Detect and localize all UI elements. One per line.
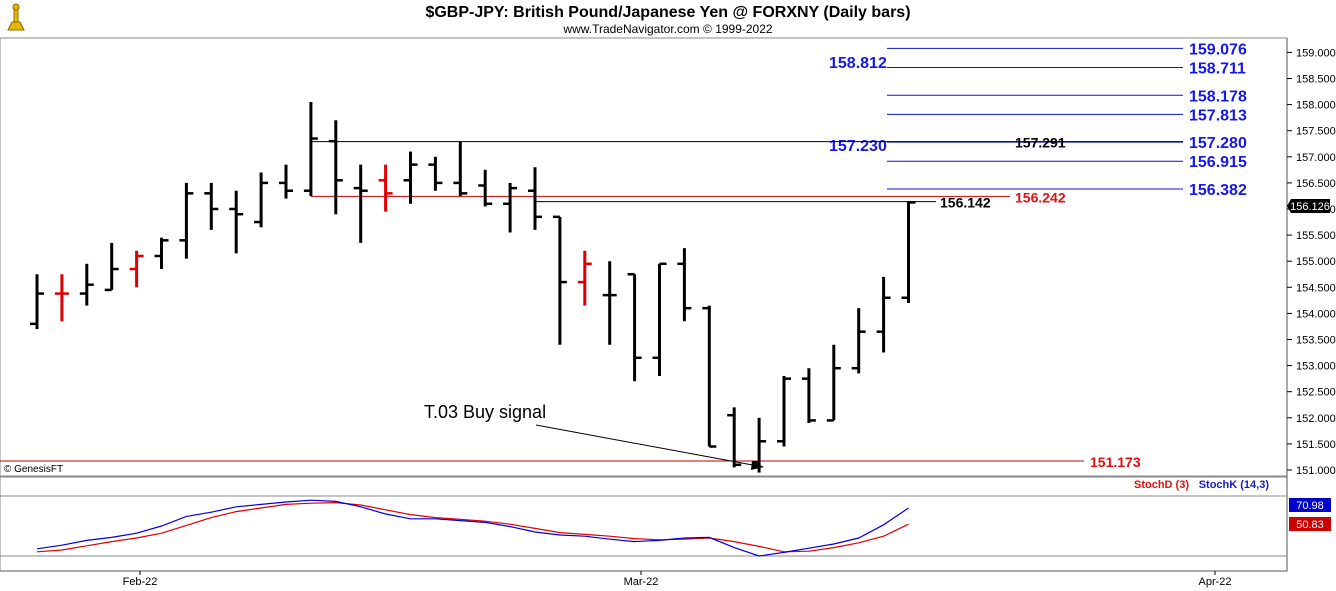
level-label: 159.076: [1189, 41, 1247, 58]
price-tick-label: 155.000: [1296, 256, 1336, 268]
price-tick-label: 158.500: [1296, 74, 1336, 86]
ohlc-bar: [528, 167, 542, 230]
buy-signal-arrow-line: [535, 424, 759, 467]
level-label: 156.382: [1189, 182, 1247, 199]
ohlc-bar: [652, 262, 667, 377]
price-tick-label: 154.000: [1296, 308, 1336, 320]
price-tick-label: 151.000: [1296, 465, 1336, 477]
ohlc-bar: [826, 344, 841, 422]
price-tick-label: 153.500: [1296, 335, 1336, 347]
ohlc-bar: [727, 407, 742, 468]
stoch-k-tag: 70.98: [1289, 498, 1331, 512]
chart-title: $GBP-JPY: British Pound/Japanese Yen @ F…: [425, 4, 910, 21]
time-tick-label: Feb-22: [123, 576, 158, 588]
ohlc-bar: [677, 248, 692, 322]
time-tick-label: Mar-22: [624, 576, 659, 588]
level-label: 157.813: [1189, 107, 1247, 124]
stoch-d-value: 50.83: [1296, 519, 1324, 531]
ohlc-bar: [154, 237, 169, 270]
level-label: 158.711: [1189, 60, 1246, 77]
last-price-label: 156.126: [1290, 201, 1330, 213]
ohlc-bar: [129, 250, 144, 288]
ohlc-bar: [204, 182, 219, 230]
ohlc-bar: [478, 169, 493, 207]
level-label: 156.915: [1189, 154, 1247, 171]
stoch-k-legend: StochK (14,3): [1199, 479, 1270, 491]
buy-signal-arrow-head: [751, 461, 764, 470]
ohlc-bar: [453, 141, 468, 196]
ohlc-bar: [577, 250, 592, 306]
ohlc-bar: [279, 164, 293, 199]
level-label: 158.178: [1189, 88, 1247, 105]
ohlc-bar: [901, 201, 916, 303]
price-tick-label: 158.000: [1296, 100, 1336, 112]
ohlc-bar: [777, 376, 791, 447]
level-label: 157.291: [1015, 135, 1066, 151]
price-axis-ticks: 151.000 151.500 152.000 152.500 153.000 153.5…: [1287, 47, 1336, 477]
ohlc-bar: [627, 273, 642, 382]
ohlc-bar: [254, 172, 269, 228]
level-label: 156.142: [940, 195, 991, 211]
price-tick-label: 151.500: [1296, 439, 1336, 451]
logo-icon: [7, 3, 25, 31]
price-tick-label: 156.500: [1296, 178, 1336, 190]
stoch-d-tag: 50.83: [1289, 517, 1331, 531]
stoch-d-line: [36, 501, 909, 553]
level-label: 156.242: [1015, 189, 1066, 205]
ohlc-bar: [229, 190, 244, 254]
ohlc-bar: [303, 101, 318, 196]
ohlc-bar: [378, 164, 393, 212]
ohlc-bar: [353, 164, 368, 243]
time-axis-labels: Feb-22 Mar-22 Apr-22: [123, 571, 1232, 588]
ohlc-bar: [328, 120, 343, 215]
ohlc-bar: [179, 182, 194, 259]
chart-subtitle: www.TradeNavigator.com © 1999-2022: [562, 22, 772, 36]
price-tick-label: 155.500: [1296, 230, 1336, 242]
ohlc-bar: [403, 151, 418, 204]
ohlc-bar: [552, 215, 567, 345]
level-label: 157.230: [829, 138, 887, 155]
time-tick-label: Apr-22: [1198, 576, 1231, 588]
buy-signal-label: T.03 Buy signal: [424, 402, 546, 422]
price-tick-label: 159.000: [1296, 47, 1336, 59]
watermark: © GenesisFT: [4, 464, 63, 475]
buy-signal-annotation: T.03 Buy signal: [424, 402, 764, 470]
price-panel-frame: [0, 37, 1288, 477]
price-tick-label: 153.000: [1296, 361, 1336, 373]
price-levels: 159.076 158.711 158.812 158.178 157.813 157.2…: [0, 41, 1247, 470]
ohlc-bar: [54, 274, 69, 322]
level-label: 158.812: [829, 55, 887, 72]
stoch-d-legend: StochD (3): [1134, 479, 1189, 491]
ohlc-bar: [428, 156, 443, 191]
price-tick-label: 154.500: [1296, 282, 1336, 294]
level-label: 157.280: [1189, 135, 1247, 152]
ohlc-bar: [702, 305, 717, 448]
stoch-k-line: [36, 499, 909, 557]
stochastic-panel-frame: [0, 476, 1288, 572]
ohlc-bar: [30, 274, 44, 330]
ohlc-bar: [801, 368, 816, 424]
ohlc-bar: [602, 261, 617, 345]
ohlc-bar: [104, 242, 119, 292]
ohlc-bar: [851, 308, 866, 374]
price-tick-label: 152.000: [1296, 413, 1336, 425]
last-price-tag: 156.126: [1287, 199, 1330, 213]
ohlc-bar: [503, 182, 518, 233]
price-bars: [30, 101, 916, 473]
ohlc-bar: [876, 276, 891, 353]
level-label: 151.173: [1090, 454, 1141, 470]
stoch-k-value: 70.98: [1296, 500, 1324, 512]
price-tick-label: 157.500: [1296, 126, 1336, 138]
ohlc-bar: [79, 263, 94, 306]
price-tick-label: 157.000: [1296, 152, 1336, 164]
price-tick-label: 152.500: [1296, 387, 1336, 399]
